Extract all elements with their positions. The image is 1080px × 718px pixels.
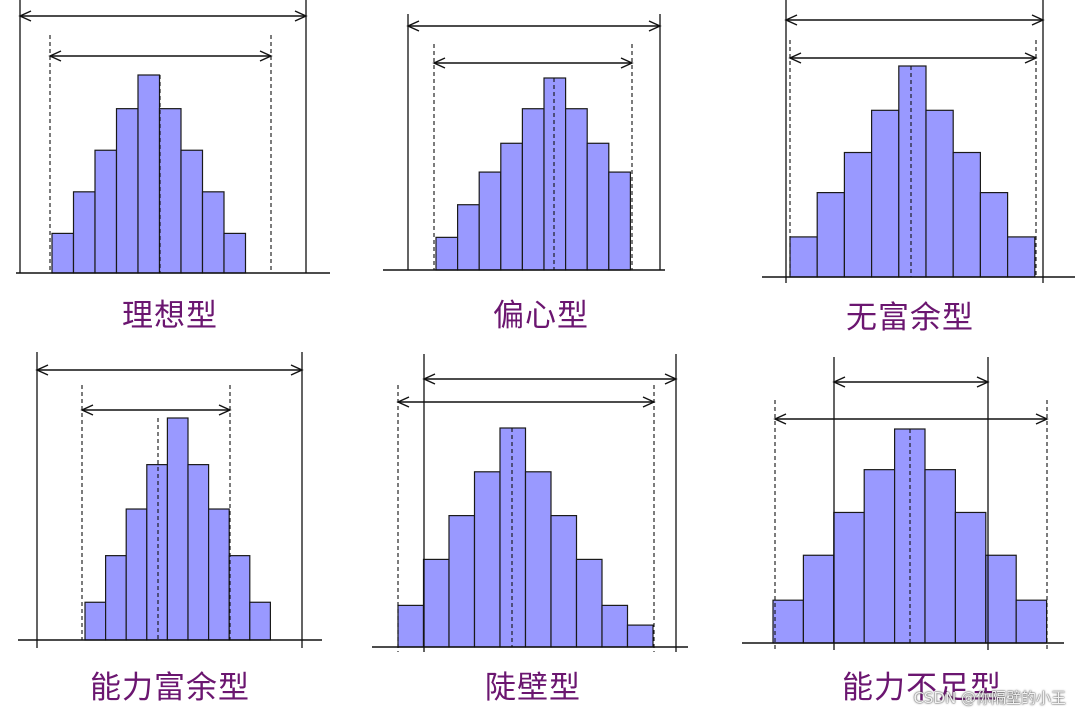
excess-capability-spec-arrow-right-head: [290, 364, 304, 376]
off-center-range-arrow-left-head: [432, 57, 446, 69]
excess-capability-bar-7: [208, 508, 230, 641]
no-margin-bar-7: [952, 151, 982, 278]
cliff-bar-3: [448, 514, 476, 648]
no-margin-range-arrow-left-head: [788, 52, 802, 64]
title-cliff: 陡壁型: [485, 670, 581, 706]
cliff-bar-9: [601, 604, 629, 648]
off-center-range-arrow-right-head: [620, 57, 634, 69]
ideal-bar-8: [201, 191, 225, 274]
no-margin-bar-4: [870, 109, 900, 278]
insufficient-capability-bar-3: [833, 511, 865, 644]
ideal-bar-2: [72, 191, 96, 274]
excess-capability-bar-1: [84, 601, 107, 641]
excess-capability-range-arrow-right-head: [218, 404, 232, 416]
cliff-spec-arrow-right-head: [664, 373, 678, 385]
no-margin-bar-3: [843, 151, 873, 278]
no-margin-bar-6: [925, 109, 954, 278]
cliff-bar-10: [626, 624, 654, 648]
no-margin-spec-arrow-left-head: [784, 14, 798, 26]
cliff-bar-4: [473, 471, 501, 648]
watermark: CSDN @你隔壁的小王: [913, 689, 1066, 707]
off-center-bar-1: [435, 236, 459, 271]
ideal-spec-arrow-right-head: [294, 10, 308, 22]
excess-capability-bar-2: [104, 555, 127, 641]
no-margin-spec-arrow-right-head: [1031, 14, 1045, 26]
insufficient-capability-spec-arrow-right-head: [976, 376, 990, 388]
insufficient-capability-bar-2: [802, 554, 835, 644]
cliff-bar-2: [422, 558, 450, 648]
insufficient-capability-bar-9: [1015, 599, 1048, 644]
ideal-bar-5: [137, 74, 161, 274]
ideal-range-arrow-left-head: [48, 50, 62, 62]
insufficient-capability-bar-1: [772, 599, 804, 644]
no-margin-bar-2: [816, 192, 846, 278]
no-margin-bar-8: [979, 192, 1009, 278]
no-margin-bar-5: [898, 65, 927, 278]
excess-capability-bar-4: [146, 464, 169, 641]
cliff-range-arrow-right-head: [642, 396, 656, 408]
off-center-bar-7: [564, 108, 588, 271]
off-center-bar-8: [586, 142, 610, 271]
off-center-bar-2: [457, 204, 480, 271]
off-center-bar-5: [521, 108, 545, 271]
off-center-spec-arrow-right-head: [648, 20, 662, 32]
excess-capability-bar-6: [187, 464, 210, 641]
ideal-bar-6: [158, 108, 182, 274]
ideal-bar-7: [180, 149, 204, 274]
off-center-bar-4: [500, 142, 523, 271]
no-margin-bar-9: [1006, 236, 1036, 278]
insufficient-capability-spec-arrow-left-head: [832, 376, 846, 388]
insufficient-capability-range-arrow-left-head: [773, 413, 787, 425]
off-center-bar-6: [543, 77, 567, 271]
cliff-spec-arrow-left-head: [422, 373, 436, 385]
cliff-bar-5: [499, 427, 527, 648]
title-excess-capability: 能力富余型: [90, 670, 250, 706]
title-no-margin: 无富余型: [846, 300, 974, 336]
title-insufficient-capability: 能力不足型: [842, 670, 1002, 706]
insufficient-capability-bar-4: [863, 469, 896, 644]
excess-capability-spec-arrow-left-head: [35, 364, 49, 376]
off-center-bar-3: [478, 171, 502, 271]
cliff-bar-7: [550, 514, 578, 648]
insufficient-capability-bar-8: [985, 554, 1017, 644]
cliff-range-arrow-left-head: [396, 396, 410, 408]
insufficient-capability-bar-7: [954, 511, 987, 644]
ideal-bar-1: [51, 232, 75, 274]
ideal-range-arrow-right-head: [259, 50, 273, 62]
ideal-bar-3: [94, 149, 118, 274]
ideal-bar-4: [115, 108, 139, 274]
off-center-spec-arrow-left-head: [406, 20, 420, 32]
no-margin-bar-1: [789, 236, 818, 278]
excess-capability-bar-3: [125, 508, 148, 641]
excess-capability-bar-5: [166, 417, 189, 641]
cliff-bar-6: [524, 471, 552, 648]
ideal-spec-arrow-left-head: [18, 10, 32, 22]
title-ideal: 理想型: [122, 298, 218, 334]
cliff-bar-1: [397, 604, 425, 648]
insufficient-capability-range-arrow-right-head: [1035, 413, 1049, 425]
excess-capability-bar-9: [249, 601, 272, 641]
no-margin-range-arrow-right-head: [1024, 52, 1038, 64]
cliff-bar-8: [575, 558, 603, 648]
excess-capability-bar-8: [228, 555, 251, 641]
title-off-center: 偏心型: [493, 298, 589, 334]
excess-capability-range-arrow-left-head: [80, 404, 94, 416]
off-center-bar-9: [608, 171, 631, 271]
insufficient-capability-bar-6: [924, 469, 956, 644]
ideal-bar-9: [223, 232, 247, 274]
